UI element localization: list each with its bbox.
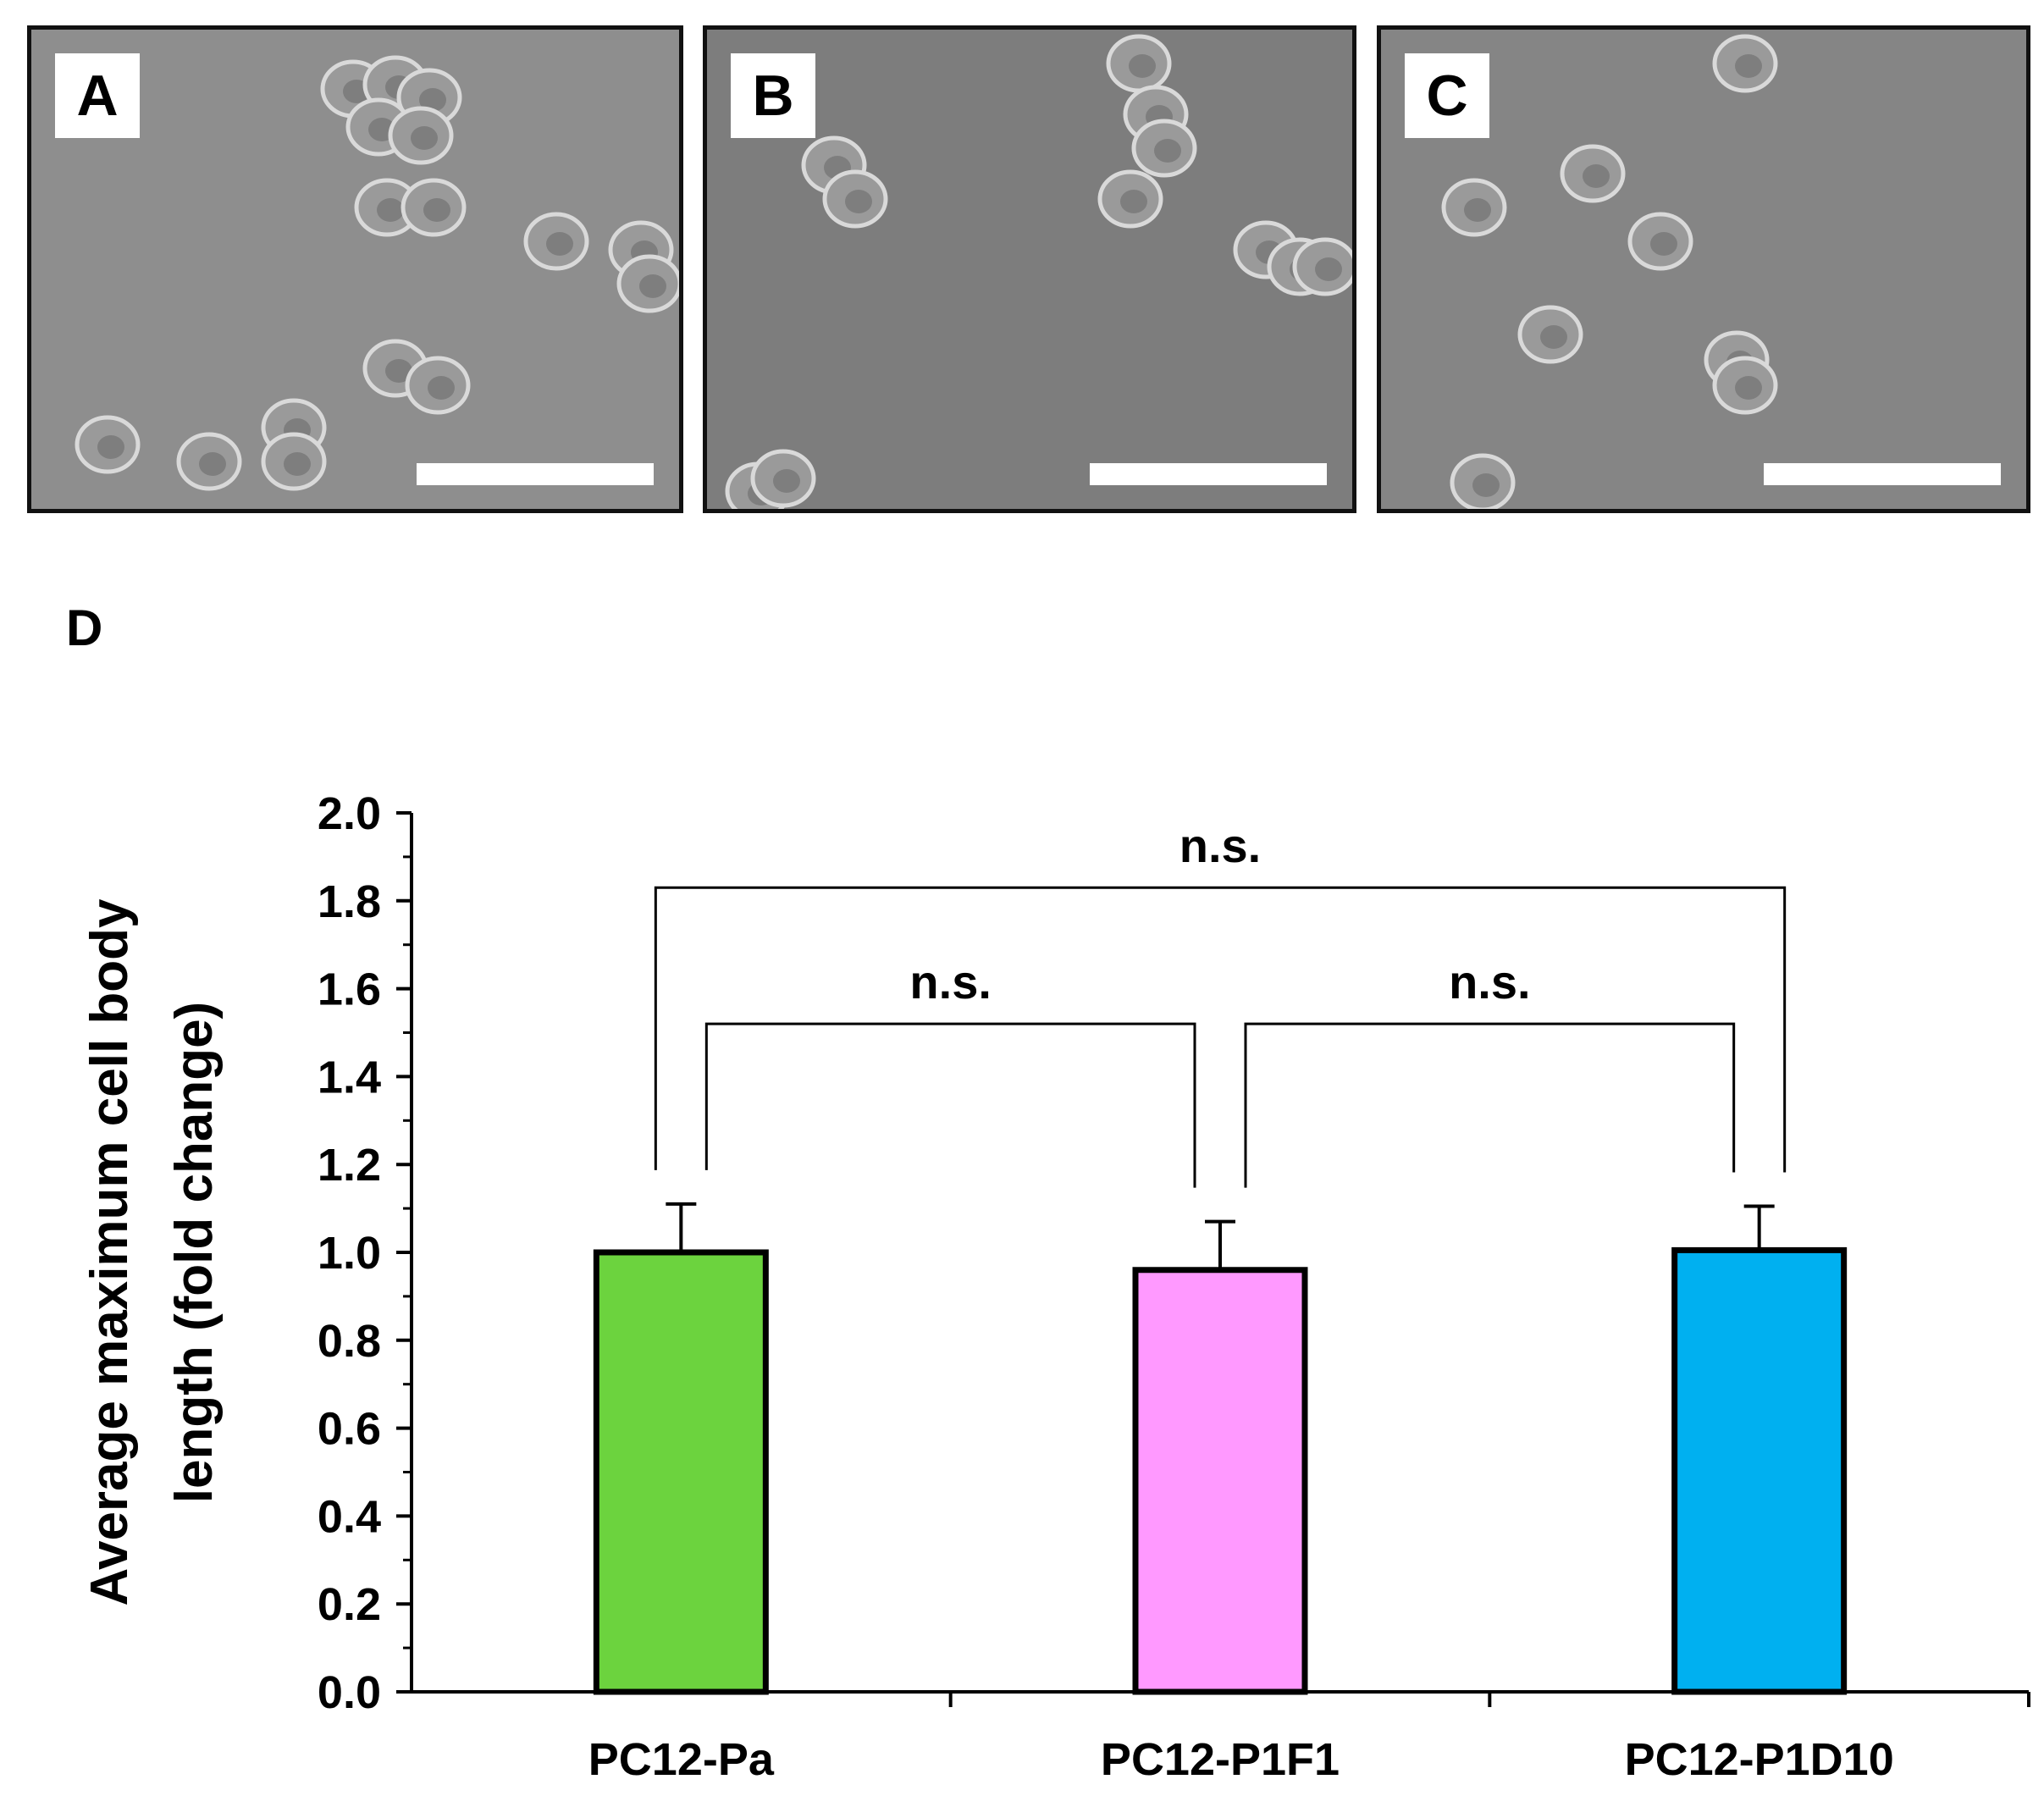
significance-label: n.s.	[1449, 955, 1530, 1008]
y-tick-label: 0.0	[318, 1667, 381, 1718]
y-axis-label-line: length (fold change)	[165, 1002, 224, 1503]
significance-bracket	[654, 886, 1787, 1173]
cell-nucleus	[1315, 257, 1342, 281]
cell-nucleus	[845, 190, 872, 213]
cell-nucleus	[385, 359, 412, 383]
scale-bar-c	[1764, 463, 2001, 485]
panel-label-c: C	[1405, 53, 1489, 138]
y-tick-label: 2.0	[318, 788, 381, 839]
cell-image-a	[31, 30, 679, 509]
y-tick-label: 0.2	[318, 1579, 381, 1630]
cell-nucleus	[411, 126, 438, 150]
significance-label: n.s.	[1179, 819, 1261, 872]
cell-nucleus	[419, 88, 446, 112]
cell-nucleus	[199, 452, 226, 476]
y-tick-label: 1.6	[318, 964, 381, 1015]
cell-nucleus	[1735, 376, 1762, 400]
cell-nucleus	[377, 198, 404, 222]
y-tick-label: 0.8	[318, 1316, 381, 1367]
cell-nucleus	[1154, 139, 1181, 163]
bar	[1132, 1267, 1308, 1695]
y-axis-label-line: Average maximum cell body	[80, 898, 139, 1606]
y-axis-label: Average maximum cell body length (fold ch…	[80, 898, 224, 1606]
y-tick-label: 1.2	[318, 1140, 381, 1191]
cell-nucleus	[1120, 190, 1147, 213]
y-tick-label: 0.6	[318, 1404, 381, 1455]
cell-nucleus	[1472, 473, 1500, 497]
cell-nucleus	[428, 376, 455, 400]
micrograph-panel-a: A	[27, 25, 683, 513]
x-tick-label: PC12-P1F1	[1101, 1734, 1340, 1785]
panel-label-b: B	[731, 53, 815, 138]
cell-nucleus	[423, 198, 450, 222]
y-tick-label: 1.8	[318, 876, 381, 927]
scale-bar-a	[417, 463, 654, 485]
cell-nucleus	[773, 469, 800, 493]
cell-image-b	[707, 30, 1352, 509]
bar	[1671, 1246, 1848, 1695]
chart-panel-label: D	[66, 600, 102, 656]
cell-nucleus	[1129, 54, 1156, 78]
x-tick-label: PC12-P1D10	[1625, 1734, 1894, 1785]
bar-chart: D Average maximum cell body length (fold …	[66, 600, 2030, 1785]
cell-nucleus	[1650, 232, 1677, 256]
micrograph-panel-b: B	[703, 25, 1356, 513]
y-tick-label: 0.4	[318, 1491, 381, 1542]
cell-nucleus	[1735, 54, 1762, 78]
significance-label: n.s.	[909, 955, 991, 1008]
cell-nucleus	[546, 232, 573, 256]
panel-label-a: A	[55, 53, 140, 138]
x-tick-label: PC12-Pa	[588, 1734, 775, 1785]
micrograph-panel-c: C	[1377, 25, 2030, 513]
bar	[593, 1249, 769, 1695]
y-tick-label: 1.4	[318, 1052, 381, 1102]
cell-nucleus	[1540, 325, 1567, 349]
significance-brackets: n.s. n.s. n.s.	[654, 819, 1787, 1188]
significance-bracket	[1244, 1022, 1736, 1188]
significance-bracket	[704, 1022, 1196, 1188]
scale-bar-b	[1090, 463, 1327, 485]
cell-image-c	[1381, 30, 2026, 509]
bars: PC12-Pa PC12-P1F1 PC12-P1D10	[588, 1202, 1894, 1785]
cell-nucleus	[1464, 198, 1491, 222]
cell-nucleus	[97, 435, 124, 459]
y-tick-label: 1.0	[318, 1228, 381, 1279]
cell-nucleus	[1583, 164, 1610, 188]
cell-nucleus	[639, 274, 666, 298]
cell-nucleus	[284, 452, 311, 476]
